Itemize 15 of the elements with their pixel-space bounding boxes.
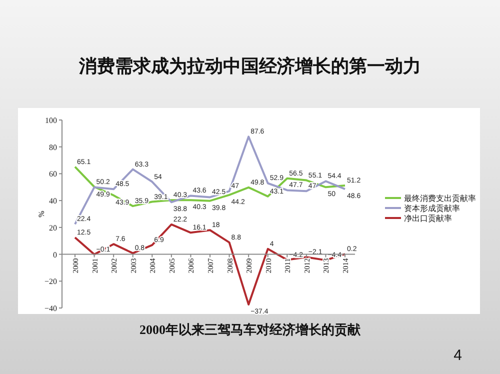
text: 4	[454, 347, 462, 364]
y-tick-label: −20	[44, 277, 57, 286]
y-tick-label: −40	[44, 304, 57, 313]
y-tick-label: 20	[49, 223, 57, 232]
y-tick-label: 0	[53, 250, 57, 260]
y-tick-label: 80	[49, 142, 57, 152]
text: 2000年以来三驾马车对经济增长的贡献	[140, 322, 362, 337]
y-tick-label: 100	[45, 116, 57, 125]
legend-label: 净出口贡献率	[404, 214, 452, 223]
legend-label: 最终消费支出贡献率	[404, 194, 476, 203]
y-tick-label: 60	[49, 170, 57, 179]
y-axis-title: %	[37, 210, 46, 218]
y-tick-label: 40	[49, 196, 57, 206]
legend-label: 资本形成贡献率	[404, 204, 460, 213]
chart-title: 消费需求成为拉动中国经济增长的第一动力	[78, 56, 421, 76]
